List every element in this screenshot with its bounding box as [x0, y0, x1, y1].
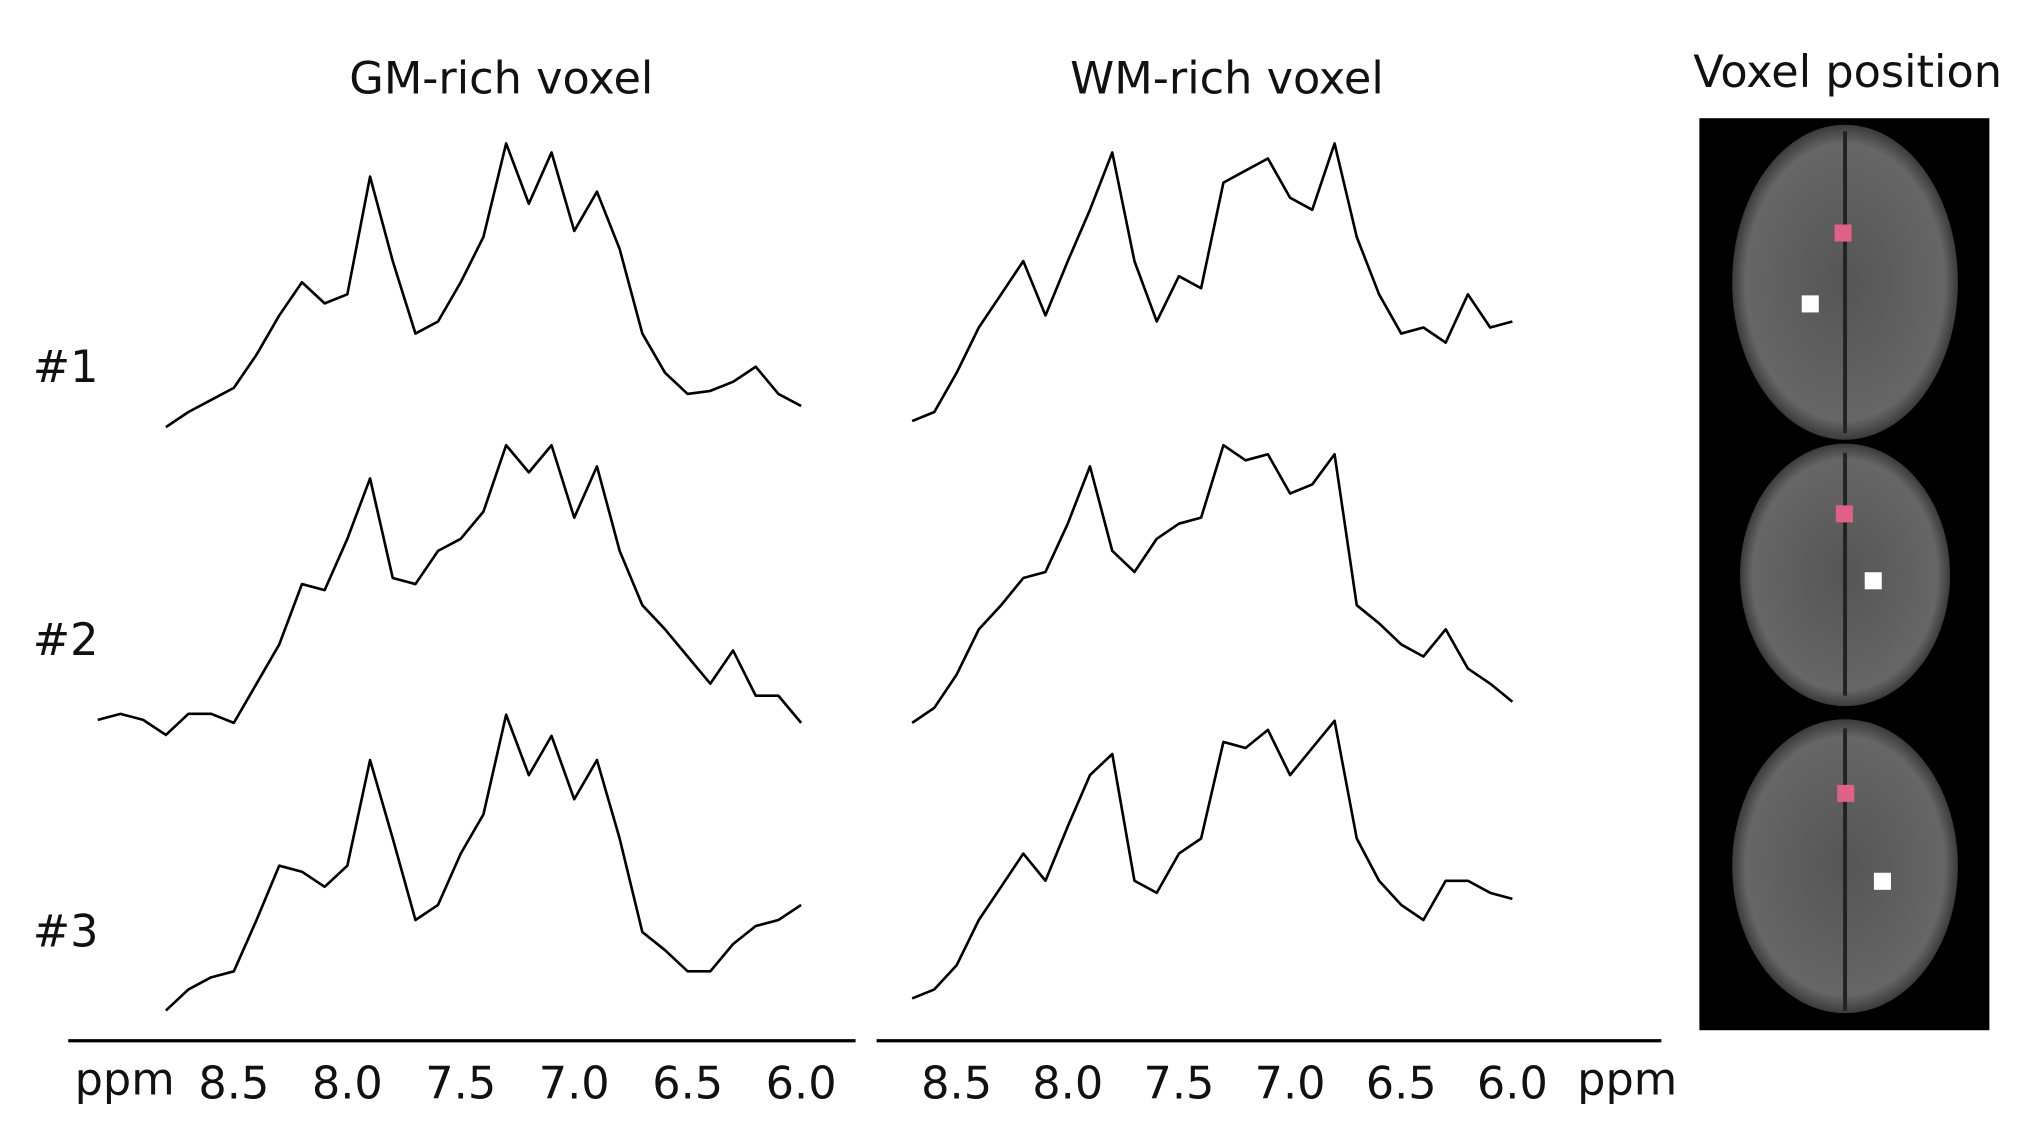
- spectrum-line: [911, 719, 1513, 1000]
- x-tick-label: 7.0: [1255, 1058, 1326, 1110]
- row-label: #3: [33, 905, 99, 957]
- x-tick-label: 8.5: [198, 1058, 269, 1110]
- x-tick-label: 8.0: [1032, 1058, 1103, 1110]
- spectrum-line: [164, 713, 802, 1012]
- x-tick-label: 6.5: [652, 1058, 723, 1110]
- x-tick-label: 6.5: [1366, 1058, 1437, 1110]
- brain-images: [1699, 118, 1990, 1031]
- x-tick-label: 6.0: [766, 1058, 837, 1110]
- x-tick-label: 7.0: [539, 1058, 610, 1110]
- spectrum-line: [911, 142, 1513, 423]
- x-tick-label: 7.5: [1143, 1058, 1214, 1110]
- row-label: #1: [33, 341, 99, 393]
- chart-title: GM-rich voxel: [349, 52, 653, 104]
- spectrum-line: [911, 443, 1514, 724]
- x-tick-label: 7.5: [425, 1058, 496, 1110]
- x-tick-label: 6.0: [1477, 1058, 1548, 1110]
- x-tick-label: 8.0: [312, 1058, 383, 1110]
- spectrum-line: [97, 443, 803, 737]
- spectrum-line: [165, 142, 802, 429]
- x-axis-label: ppm: [75, 1054, 175, 1106]
- x-axis-label: ppm: [1577, 1054, 1677, 1106]
- row-label: #2: [33, 614, 99, 666]
- x-tick-label: 8.5: [921, 1058, 992, 1110]
- chart-title: WM-rich voxel: [1070, 52, 1384, 104]
- panel-title: Voxel position: [1693, 46, 2002, 98]
